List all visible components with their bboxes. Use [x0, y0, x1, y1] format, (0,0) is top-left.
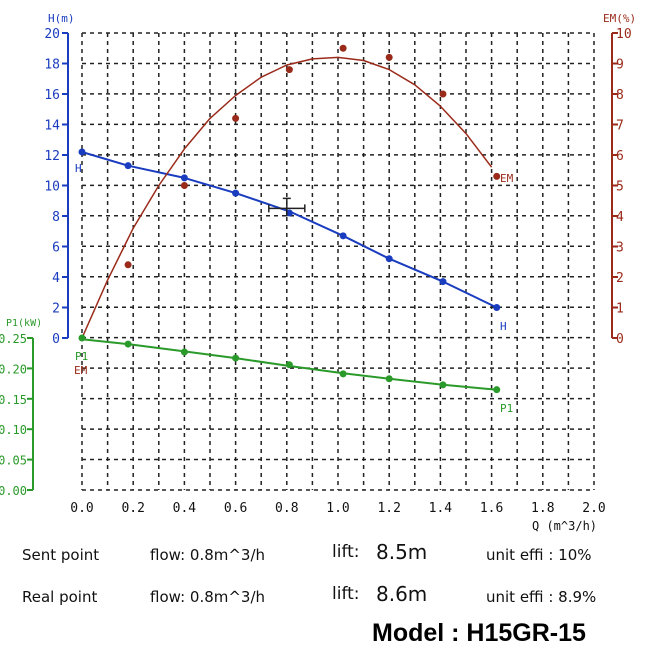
x-axis-tick-label: 0.0 [70, 501, 93, 516]
h-axis-tick-label: 10 [44, 180, 60, 195]
p1-axis-tick-label: 0.25 [0, 332, 27, 346]
em-axis-title: EM(%) [603, 12, 636, 25]
x-axis-tick-label: 1.6 [480, 501, 503, 516]
sent-point-lift-label: lift: [332, 542, 360, 562]
data-point-h [124, 162, 132, 170]
data-point-p1 [385, 375, 393, 383]
data-point-em [385, 53, 393, 61]
data-point-em [493, 172, 501, 180]
h-axis-tick-label: 0 [52, 332, 60, 347]
x-axis-tick-label: 0.6 [224, 501, 247, 516]
series-label-p1-end: P1 [500, 402, 513, 415]
real-point-lift: 8.6m [376, 582, 428, 606]
real-point-lift-label: lift: [332, 584, 360, 604]
em-axis-tick-label: 8 [616, 88, 624, 103]
series-label-p1-start: P1 [75, 350, 88, 363]
data-point-h [385, 255, 393, 263]
data-point-em [124, 261, 132, 269]
pump-curve-chart: 02468101214161820H(m)012345678910EM(%)0.… [0, 12, 636, 533]
sent-point-flow: flow: 0.8m^3/h [150, 546, 266, 564]
x-axis-tick-label: 0.8 [275, 501, 298, 516]
data-point-h [285, 209, 293, 217]
data-point-h [439, 278, 447, 286]
h-axis-tick-label: 14 [44, 119, 60, 134]
em-axis-tick-label: 10 [616, 27, 632, 42]
series-label-em-end: EM [500, 172, 514, 185]
data-point-em [439, 90, 447, 98]
h-axis-title: H(m) [48, 12, 75, 25]
em-axis-tick-label: 5 [616, 180, 624, 195]
x-axis-tick-label: 0.4 [173, 501, 197, 516]
data-point-p1 [232, 354, 240, 362]
p1-axis-tick-label: 0.20 [0, 362, 27, 376]
p1-axis-title: P1(kW) [6, 318, 42, 329]
x-axis-tick-label: 1.0 [326, 501, 349, 516]
h-axis-tick-label: 12 [44, 149, 60, 164]
data-point-p1 [285, 361, 293, 369]
p1-axis-tick-label: 0.10 [0, 423, 27, 437]
series-label-h-start: H [75, 162, 82, 175]
sent-point-effi: unit effi : 10% [486, 546, 592, 564]
series-line-h [81, 151, 498, 309]
data-point-em [180, 182, 188, 189]
data-point-p1 [339, 370, 347, 378]
em-axis-tick-label: 0 [616, 332, 624, 347]
data-point-p1 [124, 340, 132, 348]
data-point-p1 [180, 348, 188, 356]
series-line-em [81, 56, 493, 339]
x-axis-title: Q (m^3/h) [532, 519, 597, 533]
sent-point-label: Sent point [22, 546, 100, 564]
x-axis-tick-label: 2.0 [582, 501, 605, 516]
x-axis-tick-label: 1.4 [429, 501, 453, 516]
data-point-p1 [439, 381, 447, 389]
em-axis-tick-label: 4 [616, 210, 624, 225]
h-axis-tick-label: 16 [44, 88, 60, 103]
h-axis-tick-label: 8 [52, 210, 60, 225]
data-point-em [285, 66, 293, 74]
series-label-h-end: H [500, 320, 507, 333]
h-axis-tick-label: 18 [44, 58, 60, 73]
real-point-effi: unit effi : 8.9% [486, 588, 597, 606]
p1-axis-tick-label: 0.05 [0, 454, 27, 468]
p1-axis-tick-label: 0.00 [0, 484, 27, 498]
em-axis-tick-label: 6 [616, 149, 624, 164]
em-axis-tick-label: 7 [616, 119, 624, 134]
h-axis-tick-label: 2 [52, 302, 60, 317]
x-axis-tick-label: 1.8 [531, 501, 554, 516]
data-point-p1 [78, 334, 86, 342]
data-point-h [180, 174, 188, 182]
x-axis-tick-label: 0.2 [121, 501, 144, 516]
h-axis-tick-label: 6 [52, 241, 60, 256]
real-point-label: Real point [22, 588, 98, 606]
data-point-h [232, 189, 240, 197]
em-axis-tick-label: 1 [616, 302, 624, 317]
h-axis-tick-label: 20 [44, 27, 60, 42]
p1-axis-tick-label: 0.15 [0, 393, 27, 407]
data-point-h [78, 148, 86, 156]
real-point-flow: flow: 0.8m^3/h [150, 588, 266, 606]
data-point-h [339, 232, 347, 240]
data-point-p1 [493, 386, 501, 394]
sent-point-lift: 8.5m [376, 540, 428, 564]
h-axis-tick-label: 4 [52, 271, 60, 286]
model-label: Model : H15GR-15 [372, 619, 586, 647]
em-axis-tick-label: 2 [616, 271, 624, 286]
data-point-em [232, 114, 240, 122]
data-point-h [493, 304, 501, 311]
data-point-em [339, 44, 347, 52]
em-axis-tick-label: 3 [616, 241, 624, 256]
em-axis-tick-label: 9 [616, 58, 624, 73]
x-axis-tick-label: 1.2 [377, 501, 400, 516]
series-label-em-start: EM [74, 364, 88, 377]
